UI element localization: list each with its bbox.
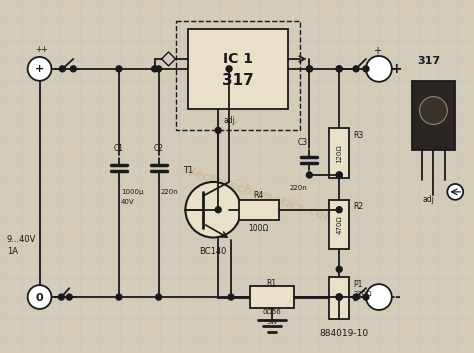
Text: 100Ω: 100Ω — [249, 224, 269, 233]
Circle shape — [353, 66, 359, 72]
Text: 1000µ: 1000µ — [121, 189, 144, 195]
Text: R1: R1 — [267, 279, 277, 288]
Circle shape — [336, 172, 342, 178]
Text: T1: T1 — [183, 166, 193, 174]
Text: 220n: 220n — [161, 189, 178, 195]
Text: 120Ω: 120Ω — [336, 144, 342, 163]
Bar — [329, 200, 349, 250]
Circle shape — [336, 266, 342, 272]
Circle shape — [27, 285, 52, 309]
Circle shape — [27, 57, 52, 81]
Circle shape — [336, 172, 342, 178]
Bar — [188, 29, 288, 108]
Circle shape — [185, 182, 241, 238]
Circle shape — [366, 284, 392, 310]
Circle shape — [226, 66, 232, 72]
Bar — [329, 128, 349, 178]
Text: R3: R3 — [353, 131, 364, 140]
Circle shape — [58, 294, 64, 300]
Circle shape — [215, 127, 221, 133]
Circle shape — [307, 66, 312, 72]
Circle shape — [307, 66, 312, 72]
Text: +: + — [373, 46, 381, 56]
Text: adj: adj — [422, 195, 434, 204]
Text: IC 1: IC 1 — [223, 52, 253, 66]
Text: R4: R4 — [254, 191, 264, 201]
Text: 220n: 220n — [290, 185, 308, 191]
Circle shape — [419, 97, 447, 124]
Text: 0: 0 — [36, 293, 44, 303]
Text: -: - — [394, 290, 400, 304]
Text: BC140: BC140 — [200, 247, 227, 256]
Circle shape — [353, 294, 359, 300]
Circle shape — [336, 66, 342, 72]
Text: adj.: adj. — [223, 116, 237, 125]
Text: electroschematics.com: electroschematics.com — [181, 164, 339, 226]
Bar — [411, 81, 455, 150]
Text: 1A: 1A — [7, 247, 18, 256]
Circle shape — [336, 294, 342, 300]
Text: P1: P1 — [353, 280, 363, 289]
Text: 470Ω: 470Ω — [336, 215, 342, 234]
Circle shape — [336, 294, 342, 300]
Circle shape — [116, 66, 122, 72]
Text: +: + — [35, 64, 44, 74]
Circle shape — [155, 294, 162, 300]
Text: 0Ω56: 0Ω56 — [262, 309, 281, 315]
Circle shape — [59, 66, 65, 72]
Text: C1: C1 — [114, 144, 124, 153]
Bar — [250, 286, 293, 308]
Text: 5W: 5W — [266, 319, 277, 325]
Circle shape — [447, 184, 463, 200]
Bar — [239, 200, 279, 220]
Text: +: + — [391, 62, 402, 76]
Circle shape — [228, 294, 234, 300]
Text: 220Ω: 220Ω — [353, 291, 372, 297]
Text: R2: R2 — [353, 202, 363, 211]
Bar — [176, 21, 300, 130]
Text: C2: C2 — [154, 144, 164, 153]
Circle shape — [215, 207, 221, 213]
Circle shape — [336, 207, 342, 213]
Text: ++: ++ — [35, 44, 48, 54]
Circle shape — [155, 66, 162, 72]
Circle shape — [152, 66, 158, 72]
Text: C3: C3 — [297, 138, 308, 147]
Bar — [329, 277, 349, 319]
Text: 317: 317 — [222, 73, 254, 88]
Text: 40V: 40V — [121, 199, 135, 205]
Circle shape — [366, 56, 392, 82]
Circle shape — [336, 294, 342, 300]
Circle shape — [116, 294, 122, 300]
Text: 9...40V: 9...40V — [7, 235, 36, 244]
Circle shape — [66, 294, 73, 300]
Circle shape — [336, 66, 342, 72]
Circle shape — [363, 294, 369, 300]
Circle shape — [307, 172, 312, 178]
Text: 884019-10: 884019-10 — [320, 329, 369, 338]
Circle shape — [363, 66, 369, 72]
Text: 317: 317 — [417, 56, 440, 66]
Circle shape — [70, 66, 76, 72]
